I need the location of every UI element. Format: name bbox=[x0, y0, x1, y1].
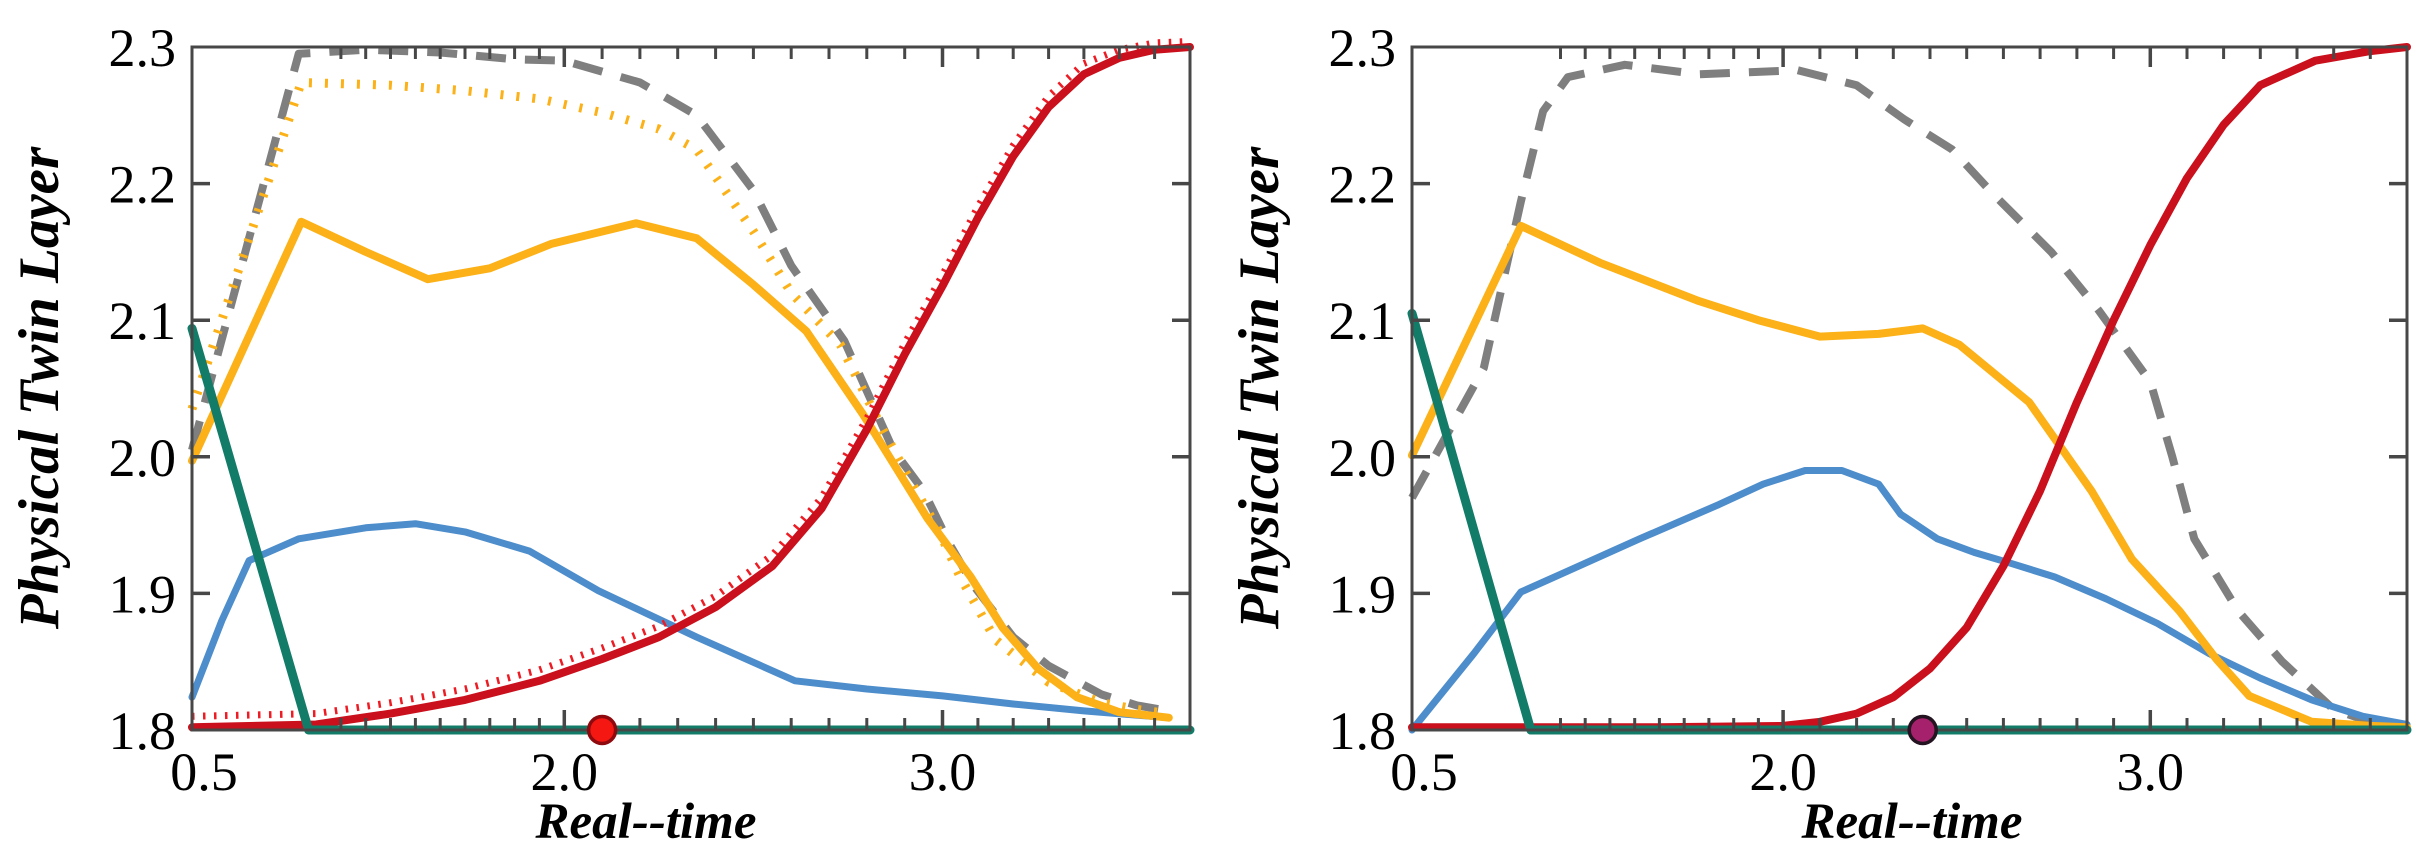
y-tick-label: 2.1 bbox=[109, 291, 177, 351]
x-tick-label: 2.0 bbox=[531, 742, 599, 802]
x-tick-label: 2.0 bbox=[1749, 742, 1817, 802]
y-tick-label: 2.0 bbox=[109, 428, 177, 488]
y-tick-label: 2.0 bbox=[1329, 428, 1397, 488]
x-tick-label: 0.5 bbox=[1390, 742, 1458, 802]
y-tick-label: 2.2 bbox=[109, 155, 177, 215]
series-red-dotted bbox=[191, 38, 1191, 720]
x-tick-label: 3.0 bbox=[909, 742, 977, 802]
right-x-axis-label: Real--time bbox=[1801, 794, 2023, 849]
series-gray-dashed bbox=[188, 45, 1170, 715]
right-y-axis-label: Physical Twin Layer bbox=[1228, 146, 1291, 630]
series-orange-solid bbox=[188, 217, 1173, 722]
chart-left-panel: 0.5 2.0 3.0 1.8 1.9 2.0 2.1 2.2 2.3 Physical Twi… bbox=[8, 18, 1195, 849]
x-tick-label: 0.5 bbox=[170, 742, 238, 802]
y-tick-label: 2.3 bbox=[109, 18, 177, 78]
left-marker-layer bbox=[586, 714, 618, 746]
series-blue-solid bbox=[1408, 467, 2411, 734]
right-series-layer bbox=[1407, 43, 2412, 735]
x-tick-label: 3.0 bbox=[2117, 742, 2185, 802]
y-tick-label: 1.9 bbox=[109, 564, 177, 624]
chart-right-panel: 0.5 2.0 3.0 1.8 1.9 2.0 2.1 2.2 2.3 Physical Twi… bbox=[1228, 18, 2412, 849]
y-tick-label: 2.2 bbox=[1329, 155, 1397, 215]
y-tick-label: 1.8 bbox=[109, 701, 177, 761]
left-y-axis-label: Physical Twin Layer bbox=[8, 146, 71, 630]
series-orange-solid bbox=[1408, 221, 2411, 732]
left-series-layer bbox=[187, 38, 1195, 735]
series-orange-dotted bbox=[187, 78, 1170, 719]
right-marker-layer bbox=[1907, 714, 1938, 746]
left-plot-frame bbox=[190, 45, 1192, 732]
left-tick-layer: 0.5 2.0 3.0 1.8 1.9 2.0 2.1 2.2 2.3 bbox=[109, 18, 1190, 802]
left-x-axis-label: Real--time bbox=[535, 794, 757, 849]
red-dot-marker bbox=[586, 714, 618, 746]
series-gray-dashed bbox=[1408, 60, 2408, 730]
right-tick-layer: 0.5 2.0 3.0 1.8 1.9 2.0 2.1 2.2 2.3 bbox=[1329, 18, 2407, 802]
purple-dot-marker bbox=[1907, 714, 1938, 746]
series-red-solid bbox=[1408, 43, 2411, 732]
series-red-solid bbox=[188, 43, 1194, 732]
y-tick-label: 1.8 bbox=[1329, 701, 1397, 761]
y-tick-label: 1.9 bbox=[1329, 564, 1397, 624]
y-tick-label: 2.1 bbox=[1329, 291, 1397, 351]
series-blue-solid bbox=[188, 520, 1173, 722]
y-tick-label: 2.3 bbox=[1329, 18, 1397, 78]
